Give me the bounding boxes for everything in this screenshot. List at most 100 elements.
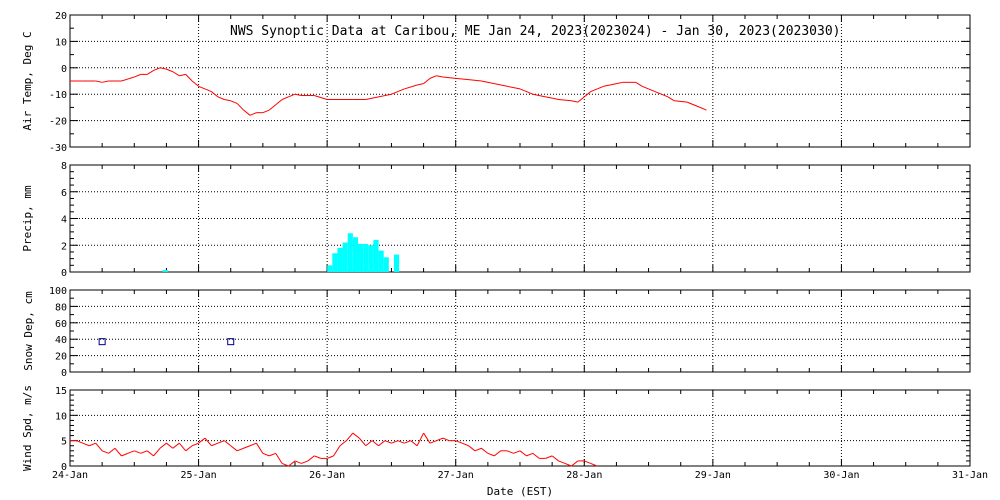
x-tick-label: 25-Jan bbox=[181, 470, 217, 481]
line-segment bbox=[204, 88, 212, 93]
line-segment bbox=[545, 96, 553, 99]
panel-2: 100 80 60 40 20 0 Snow Dep, cm bbox=[22, 286, 971, 379]
line-segment bbox=[526, 452, 534, 457]
precip-bar bbox=[378, 250, 384, 272]
line-segment bbox=[429, 75, 437, 79]
y-axis-label: Snow Dep, cm bbox=[22, 291, 35, 371]
line-segment bbox=[648, 88, 656, 93]
line-segment bbox=[423, 77, 431, 85]
line-segment bbox=[236, 447, 244, 452]
line-segment bbox=[436, 75, 443, 78]
line-segment bbox=[82, 442, 90, 447]
line-segment bbox=[172, 71, 180, 77]
line-segment bbox=[172, 442, 180, 449]
y-tick-label: 4 bbox=[61, 215, 67, 226]
y-tick-label: -30 bbox=[49, 143, 67, 154]
line-segment bbox=[314, 95, 328, 100]
line-segment bbox=[288, 460, 296, 467]
line-segment bbox=[468, 79, 482, 82]
line-segment bbox=[281, 463, 289, 467]
line-segment bbox=[249, 442, 257, 447]
line-segment bbox=[339, 440, 347, 447]
line-segment bbox=[166, 68, 174, 73]
line-segment bbox=[384, 440, 392, 444]
line-segment bbox=[583, 91, 592, 98]
y-tick-label: 100 bbox=[49, 286, 67, 297]
y-tick-label: 8 bbox=[61, 161, 67, 172]
line-segment bbox=[558, 460, 566, 464]
panel-0: 20 10 0 -10 -20 -30 Air Temp, Deg C bbox=[21, 11, 971, 154]
line-segment bbox=[686, 101, 701, 108]
line-segment bbox=[494, 83, 508, 87]
y-tick-label: 10 bbox=[55, 411, 67, 422]
line-segment bbox=[134, 73, 141, 78]
line-segment bbox=[153, 447, 161, 457]
line-segment bbox=[391, 440, 399, 444]
precip-bar bbox=[347, 233, 353, 272]
line-segment bbox=[346, 432, 354, 441]
line-segment bbox=[635, 81, 643, 87]
line-segment bbox=[134, 450, 141, 454]
line-segment bbox=[584, 460, 591, 464]
line-segment bbox=[416, 432, 425, 446]
line-segment bbox=[506, 450, 514, 454]
line-segment bbox=[223, 440, 232, 447]
y-tick-label: 20 bbox=[55, 352, 67, 363]
line-segment bbox=[365, 440, 373, 447]
line-segment bbox=[178, 442, 187, 452]
line-segment bbox=[455, 440, 463, 444]
line-segment bbox=[211, 442, 219, 447]
line-segment bbox=[294, 460, 302, 464]
line-segment bbox=[468, 445, 476, 452]
line-segment bbox=[146, 450, 154, 457]
line-segment bbox=[140, 450, 148, 454]
y-tick-label: 5 bbox=[61, 437, 67, 448]
line-segment bbox=[101, 450, 109, 454]
y-tick-label: 0 bbox=[61, 368, 67, 379]
panel-1: 8 6 4 2 0 Precip, mm bbox=[21, 161, 971, 279]
line-segment bbox=[95, 80, 103, 83]
line-segment bbox=[423, 432, 431, 444]
y-tick-label: 2 bbox=[61, 241, 67, 252]
line-segment bbox=[326, 455, 334, 459]
line-segment bbox=[558, 98, 572, 102]
line-segment bbox=[89, 442, 96, 447]
line-segment bbox=[243, 109, 251, 116]
line-segment bbox=[179, 73, 186, 77]
y-tick-label: 20 bbox=[55, 11, 67, 22]
line-segment bbox=[102, 80, 109, 83]
line-segment bbox=[108, 447, 116, 454]
line-segment bbox=[532, 452, 540, 459]
line-segment bbox=[436, 437, 444, 442]
line-segment bbox=[397, 440, 405, 444]
line-segment bbox=[590, 88, 598, 93]
y-axis-label: Wind Spd, m/s bbox=[21, 385, 34, 471]
line-segment bbox=[609, 83, 617, 86]
line-segment bbox=[352, 432, 360, 439]
line-segment bbox=[268, 104, 277, 111]
line-segment bbox=[378, 93, 392, 98]
line-segment bbox=[262, 452, 270, 457]
line-segment bbox=[204, 437, 212, 447]
precip-bar bbox=[332, 253, 338, 272]
line-segment bbox=[410, 440, 418, 447]
line-segment bbox=[301, 460, 309, 464]
x-axis-label: Date (EST) bbox=[487, 485, 553, 498]
y-tick-label: 0 bbox=[61, 268, 67, 279]
line-segment bbox=[294, 93, 302, 97]
x-tick-label: 24-Jan bbox=[52, 470, 88, 481]
snow-depth-point bbox=[227, 338, 235, 346]
line-segment bbox=[551, 455, 559, 462]
line-segment bbox=[674, 100, 688, 103]
precip-bar bbox=[358, 243, 364, 272]
x-tick-label: 27-Jan bbox=[438, 470, 474, 481]
line-segment bbox=[166, 442, 174, 449]
line-segment bbox=[507, 85, 521, 90]
x-tick-label: 30-Jan bbox=[823, 470, 859, 481]
line-segment bbox=[314, 455, 321, 459]
precip-bar bbox=[373, 239, 379, 272]
line-segment bbox=[230, 100, 238, 104]
line-segment bbox=[661, 93, 669, 98]
precip-bar bbox=[162, 269, 168, 272]
